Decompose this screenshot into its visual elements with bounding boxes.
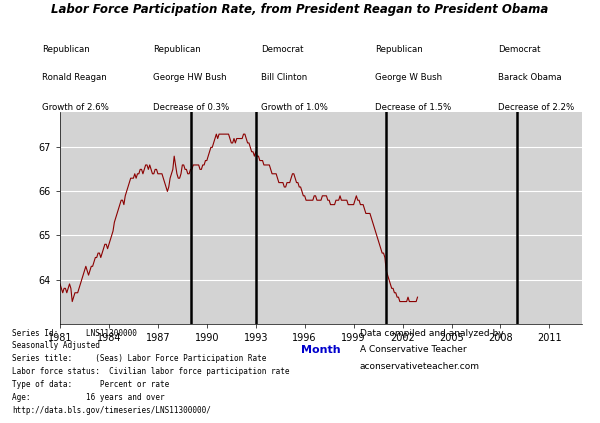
Text: Ronald Reagan: Ronald Reagan [42, 73, 107, 82]
Text: Decrease of 0.3%: Decrease of 0.3% [153, 103, 229, 112]
Text: George HW Bush: George HW Bush [153, 73, 227, 82]
Text: http://data.bls.gov/timeseries/LNS11300000/: http://data.bls.gov/timeseries/LNS113000… [12, 406, 211, 415]
Text: Republican: Republican [153, 45, 201, 54]
Text: Growth of 2.6%: Growth of 2.6% [42, 103, 109, 112]
Text: Data compiled and analyzed by: Data compiled and analyzed by [360, 329, 503, 338]
Text: Republican: Republican [42, 45, 90, 54]
Text: Bill Clinton: Bill Clinton [261, 73, 307, 82]
Text: Growth of 1.0%: Growth of 1.0% [261, 103, 328, 112]
Text: Decrease of 2.2%: Decrease of 2.2% [498, 103, 574, 112]
Text: Seasonally Adjusted: Seasonally Adjusted [12, 341, 100, 351]
Text: Democrat: Democrat [498, 45, 541, 54]
Text: Age:            16 years and over: Age: 16 years and over [12, 393, 164, 402]
X-axis label: Month: Month [301, 346, 341, 355]
Text: Republican: Republican [375, 45, 423, 54]
Text: George W Bush: George W Bush [375, 73, 442, 82]
Text: A Conservative Teacher: A Conservative Teacher [360, 345, 467, 354]
Text: Labor Force Participation Rate, from President Reagan to President Obama: Labor Force Participation Rate, from Pre… [52, 3, 548, 16]
Text: Type of data:      Percent or rate: Type of data: Percent or rate [12, 380, 169, 389]
Text: Series Id:      LNS11300000: Series Id: LNS11300000 [12, 329, 137, 338]
Text: Decrease of 1.5%: Decrease of 1.5% [375, 103, 451, 112]
Text: Labor force status:  Civilian labor force participation rate: Labor force status: Civilian labor force… [12, 367, 290, 376]
Text: Barack Obama: Barack Obama [498, 73, 562, 82]
Text: Democrat: Democrat [261, 45, 304, 54]
Text: Series title:     (Seas) Labor Force Participation Rate: Series title: (Seas) Labor Force Partici… [12, 354, 266, 363]
Text: aconservativeteacher.com: aconservativeteacher.com [360, 362, 480, 371]
